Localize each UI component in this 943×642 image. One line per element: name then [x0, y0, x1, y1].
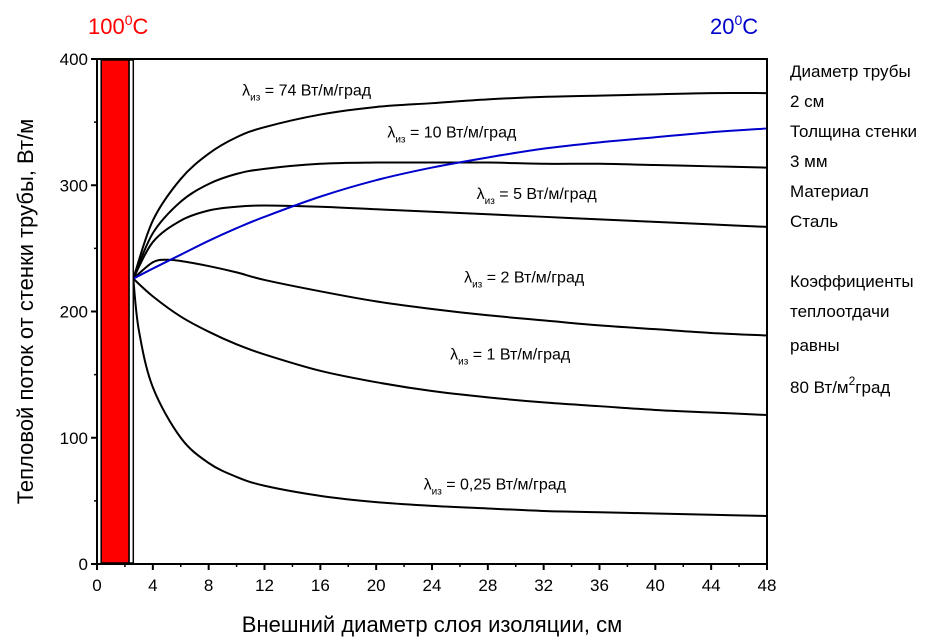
info-coefficients-label: Коэффициенты [790, 272, 914, 291]
y-tick-label: 0 [79, 555, 88, 574]
info-equal-label: равны [790, 336, 840, 355]
series-label-0: λиз = 74 Вт/м/град [242, 83, 372, 104]
x-tick-label: 32 [534, 576, 553, 595]
y-tick-label: 300 [60, 176, 88, 195]
x-tick-label: 36 [590, 576, 609, 595]
x-tick-label: 44 [702, 576, 721, 595]
info-pipe-diameter-value: 2 см [790, 92, 825, 111]
info-material-value: Сталь [790, 212, 839, 231]
series-line-2 [132, 204, 768, 280]
info-coefficient-value: 80 Вт/м2град [790, 374, 891, 397]
x-tick-label: 24 [423, 576, 442, 595]
series-label-1: λиз = 10 Вт/м/град [387, 124, 517, 145]
x-tick-label: 12 [255, 576, 274, 595]
series-line-6 [132, 127, 768, 280]
y-axis-label: Тепловой поток от стенки трубы, Вт/м [13, 119, 38, 505]
x-tick-label: 0 [92, 576, 101, 595]
series-line-4 [132, 277, 768, 417]
x-tick-label: 40 [646, 576, 665, 595]
series-label-3: λиз = 2 Вт/м/град [464, 269, 585, 290]
steel-wall-band [128, 59, 135, 564]
y-tick-label: 400 [60, 50, 88, 69]
inner-gap [98, 60, 102, 563]
series-label-layer: λиз = 74 Вт/м/град λиз = 10 Вт/м/град λиз … [242, 83, 597, 498]
x-tick-label: 4 [148, 576, 157, 595]
series-line-5 [132, 278, 768, 518]
series-layer [132, 91, 768, 518]
x-tick-label: 20 [367, 576, 386, 595]
series-label-4: λиз = 1 Вт/м/град [450, 346, 571, 367]
series-label-5: λиз = 0,25 Вт/м/град [424, 477, 567, 498]
info-heat-transfer-label: теплоотдачи [790, 302, 890, 321]
hot-wall-band [100, 59, 130, 564]
hot-temperature-label: 1000C [88, 12, 149, 39]
x-tick-label: 16 [311, 576, 330, 595]
pipe-wall-band [98, 59, 135, 564]
x-tick-label: 48 [758, 576, 777, 595]
y-tick-label: 100 [60, 429, 88, 448]
info-material-label: Материал [790, 182, 869, 201]
info-pipe-diameter-label: Диаметр трубы [790, 62, 911, 81]
series-line-0 [132, 91, 768, 279]
info-wall-thickness-label: Толщина стенки [790, 122, 917, 141]
x-axis-label: Внешний диаметр слоя изоляции, см [242, 612, 622, 637]
y-tick-label: 200 [60, 303, 88, 322]
series-label-2: λиз = 5 Вт/м/град [477, 186, 598, 207]
x-tick-label: 28 [478, 576, 497, 595]
series-line-3 [132, 258, 768, 337]
cold-temperature-label: 200C [710, 12, 759, 39]
series-line-1 [132, 161, 768, 280]
x-tick-label: 8 [204, 576, 213, 595]
info-wall-thickness-value: 3 мм [790, 152, 828, 171]
